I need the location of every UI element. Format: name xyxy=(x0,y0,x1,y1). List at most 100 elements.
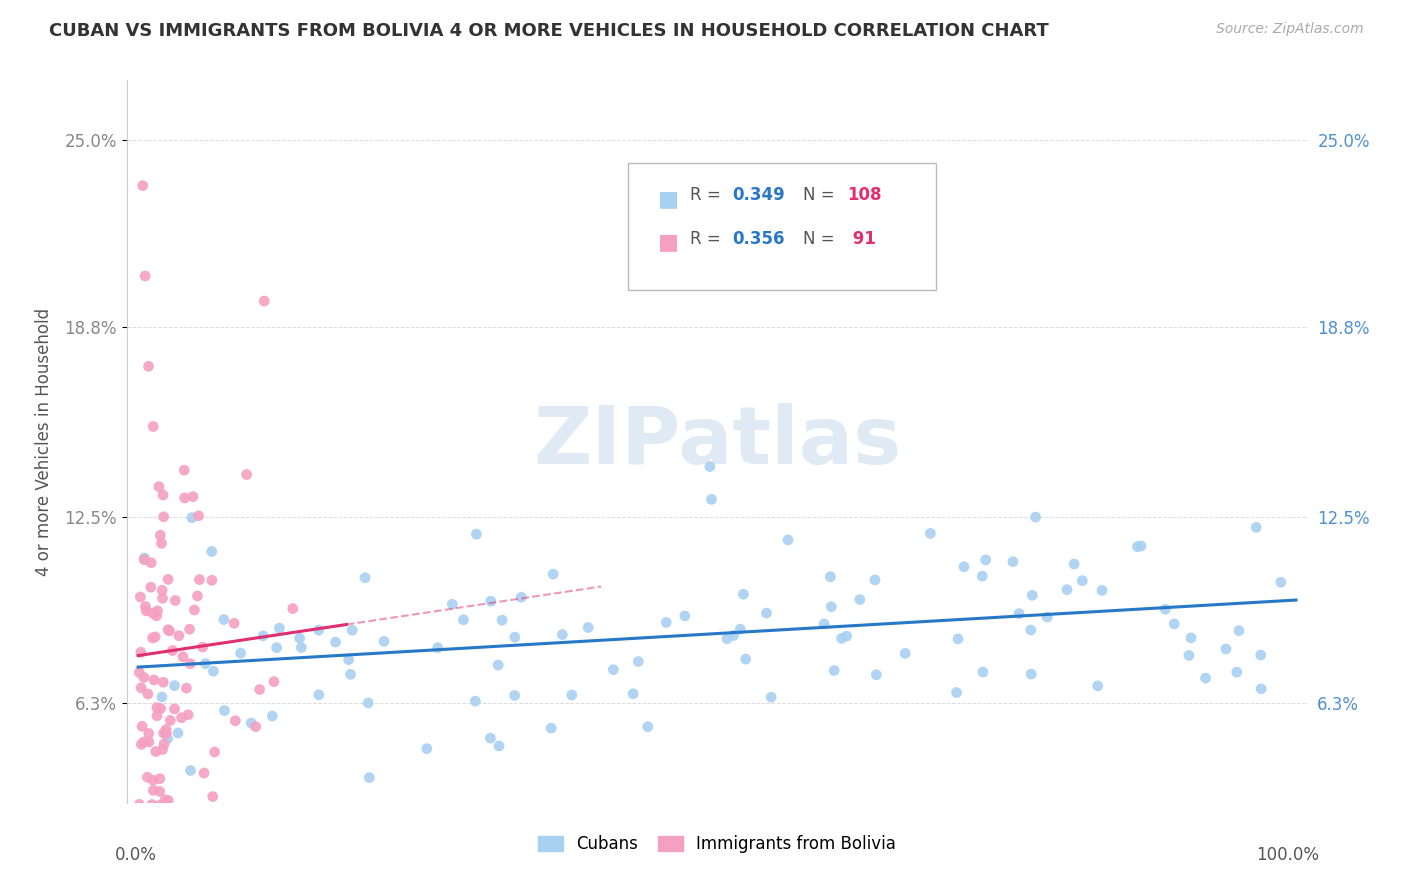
Point xyxy=(138,735,160,749)
Point xyxy=(159,714,181,728)
Point xyxy=(181,812,204,826)
Point xyxy=(602,663,624,677)
Point xyxy=(132,670,155,684)
Point xyxy=(235,467,257,482)
Point xyxy=(576,621,599,635)
Point xyxy=(441,598,464,612)
Point xyxy=(359,771,381,785)
Text: ZIPatlas: ZIPatlas xyxy=(533,402,901,481)
Point xyxy=(486,658,509,673)
Point xyxy=(163,702,186,716)
Point xyxy=(1215,642,1237,657)
Point xyxy=(1163,616,1185,631)
Point xyxy=(149,784,172,798)
Point xyxy=(1244,520,1267,534)
Point xyxy=(716,632,738,646)
Point xyxy=(152,591,174,606)
Point xyxy=(252,629,274,643)
Point xyxy=(835,629,858,643)
Point xyxy=(373,634,395,648)
Point xyxy=(290,640,312,655)
Point xyxy=(479,731,502,746)
Point xyxy=(1025,510,1047,524)
Point xyxy=(339,667,361,681)
Point xyxy=(263,674,285,689)
Point xyxy=(894,646,917,660)
Text: R =: R = xyxy=(690,186,725,204)
Text: CUBAN VS IMMIGRANTS FROM BOLIVIA 4 OR MORE VEHICLES IN HOUSEHOLD CORRELATION CHA: CUBAN VS IMMIGRANTS FROM BOLIVIA 4 OR MO… xyxy=(49,22,1049,40)
Point xyxy=(479,594,502,608)
Point xyxy=(132,178,155,193)
Point xyxy=(503,689,526,703)
Point xyxy=(135,604,157,618)
Point xyxy=(1270,575,1292,590)
Point xyxy=(148,480,170,494)
Point xyxy=(149,798,172,813)
Point xyxy=(141,797,163,812)
Point xyxy=(627,655,650,669)
Point xyxy=(849,592,872,607)
Point xyxy=(183,603,205,617)
Point xyxy=(1056,582,1078,597)
Point xyxy=(863,573,886,587)
Point xyxy=(146,708,169,723)
Text: ■: ■ xyxy=(658,189,679,209)
Point xyxy=(153,809,176,823)
Point xyxy=(156,731,179,746)
Point xyxy=(1091,583,1114,598)
Point xyxy=(150,690,173,704)
Point xyxy=(269,621,291,635)
Point xyxy=(150,583,173,598)
Point xyxy=(202,665,225,679)
Point xyxy=(953,559,976,574)
Point xyxy=(755,606,778,620)
Point xyxy=(820,570,842,584)
Point xyxy=(201,789,224,804)
Point xyxy=(308,688,330,702)
Text: Source: ZipAtlas.com: Source: ZipAtlas.com xyxy=(1216,22,1364,37)
Point xyxy=(145,608,167,623)
Point xyxy=(179,657,201,671)
Point xyxy=(143,630,166,644)
Point xyxy=(179,764,201,778)
Point xyxy=(165,593,187,607)
Point xyxy=(734,652,756,666)
Point xyxy=(224,616,246,631)
Text: 0.356: 0.356 xyxy=(733,230,785,248)
Point xyxy=(142,631,165,645)
Point xyxy=(972,569,994,583)
Point xyxy=(132,552,155,566)
Point xyxy=(157,623,180,637)
Point xyxy=(1180,631,1202,645)
Point xyxy=(188,573,211,587)
FancyBboxPatch shape xyxy=(628,163,935,290)
Point xyxy=(453,613,475,627)
Point xyxy=(813,616,835,631)
Point xyxy=(128,665,150,680)
Point xyxy=(308,623,330,637)
Point xyxy=(240,716,263,731)
Point xyxy=(1154,602,1177,616)
Point xyxy=(194,657,217,671)
Point xyxy=(152,726,174,740)
Point xyxy=(173,463,195,477)
Legend: Cubans, Immigrants from Bolivia: Cubans, Immigrants from Bolivia xyxy=(531,828,903,860)
Point xyxy=(229,646,252,660)
Point xyxy=(1036,610,1059,624)
Point xyxy=(149,701,172,715)
Point xyxy=(155,725,177,739)
Point xyxy=(149,772,172,786)
Point xyxy=(759,690,782,705)
Point xyxy=(129,645,152,659)
Point xyxy=(1194,671,1216,685)
Point xyxy=(621,687,644,701)
Point xyxy=(129,681,152,695)
Point xyxy=(177,707,200,722)
Point xyxy=(139,580,162,594)
Point xyxy=(972,665,994,679)
Text: 91: 91 xyxy=(846,230,876,248)
Point xyxy=(1227,624,1250,638)
Point xyxy=(1019,623,1042,637)
Point xyxy=(776,533,799,547)
Point xyxy=(201,544,224,558)
